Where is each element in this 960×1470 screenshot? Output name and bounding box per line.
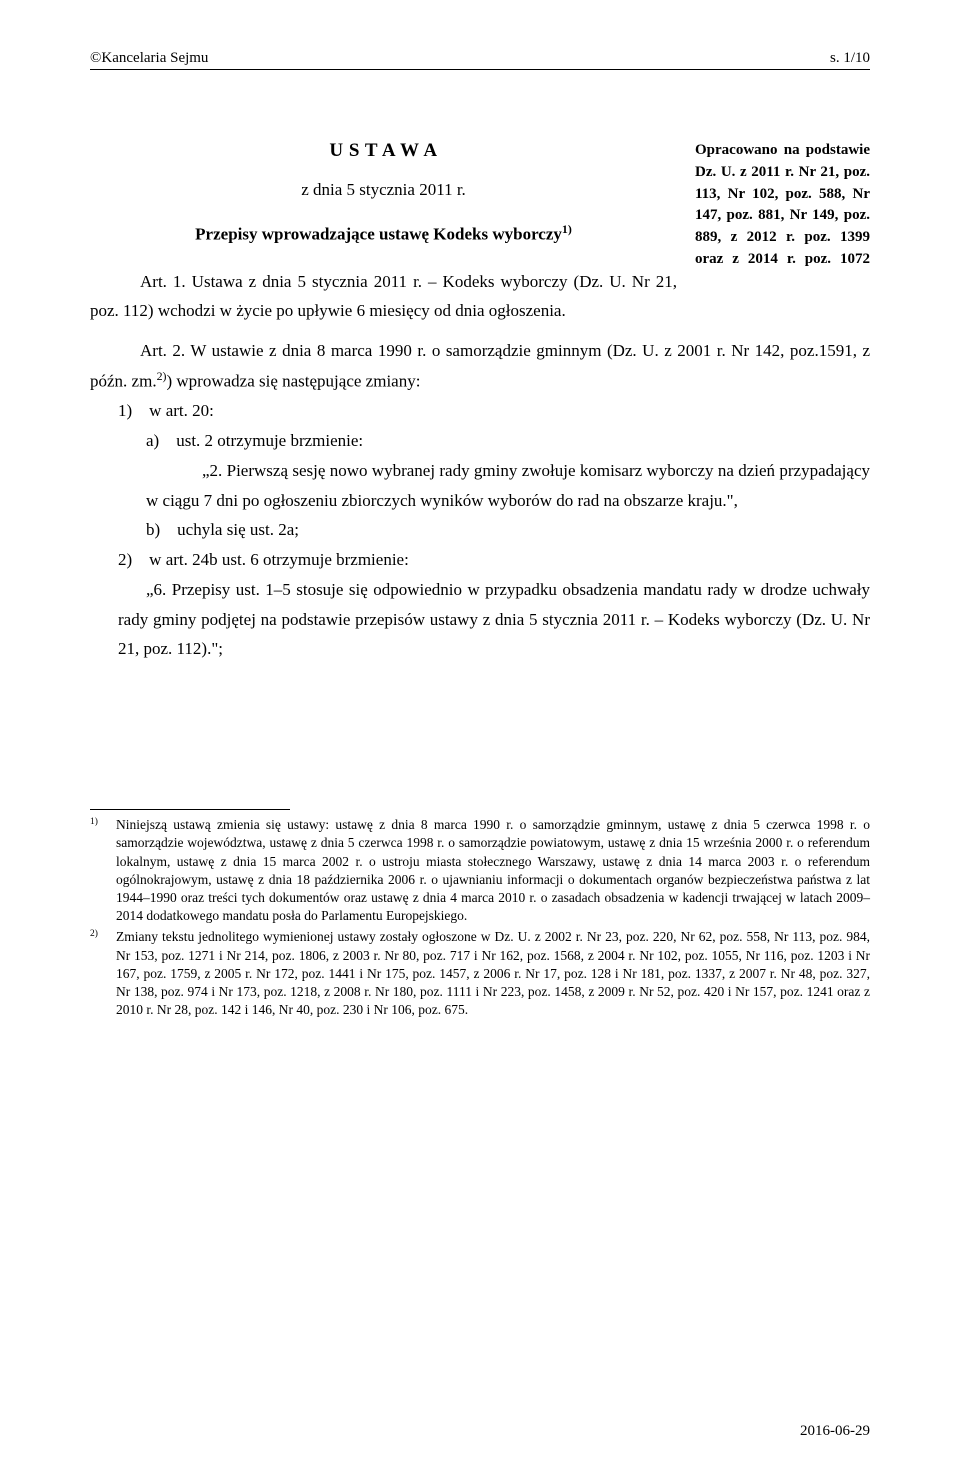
fn1-mark: 1) — [90, 817, 98, 827]
subtitle-sup: 1) — [562, 222, 572, 236]
doc-subtitle: Przepisy wprowadzające ustawę Kodeks wyb… — [90, 222, 677, 245]
subtitle-text: Przepisy wprowadzające ustawę Kodeks wyb… — [195, 225, 562, 244]
doc-date: z dnia 5 stycznia 2011 r. — [90, 180, 677, 200]
quote-1: „2. Pierwszą sesję nowo wybranej rady gm… — [90, 456, 870, 516]
main-columns: U S T A W A z dnia 5 stycznia 2011 r. Pr… — [90, 140, 870, 326]
footnote-1: 1) Niniejszą ustawą zmienia się ustawy: … — [90, 816, 870, 925]
footnote-separator — [90, 809, 290, 810]
list-1: 1) w art. 20: — [90, 396, 870, 426]
main-content: U S T A W A z dnia 5 stycznia 2011 r. Pr… — [90, 140, 677, 326]
fn1-text: Niniejszą ustawą zmienia się ustawy: ust… — [116, 816, 870, 925]
page-date: 2016-06-29 — [800, 1423, 870, 1440]
list-1a: a) ust. 2 otrzymuje brzmienie: — [90, 426, 870, 456]
sidebar-note: Opracowano na podstawie Dz. U. z 2011 r.… — [695, 140, 870, 326]
art2-sup: 2) — [157, 369, 167, 383]
list-1b: b) uchyla się ust. 2a; — [90, 515, 870, 545]
body-continuation: Art. 2. W ustawie z dnia 8 marca 1990 r.… — [90, 336, 870, 664]
header-right: s. 1/10 — [830, 50, 870, 67]
page-header: ©Kancelaria Sejmu s. 1/10 — [90, 50, 870, 70]
footnote-2: 2) Zmiany tekstu jednolitego wymienionej… — [90, 928, 870, 1019]
list-2: 2) w art. 24b ust. 6 otrzymuje brzmienie… — [90, 545, 870, 575]
header-left: ©Kancelaria Sejmu — [90, 50, 208, 67]
doc-title: U S T A W A — [90, 140, 677, 162]
article-2: Art. 2. W ustawie z dnia 8 marca 1990 r.… — [90, 336, 870, 396]
fn2-mark: 2) — [90, 929, 98, 939]
art2-post: ) wprowadza się następujące zmiany: — [166, 372, 420, 391]
quote-2: „6. Przepisy ust. 1–5 stosuje się odpowi… — [90, 575, 870, 664]
footnotes: 1) Niniejszą ustawą zmienia się ustawy: … — [90, 816, 870, 1019]
fn2-text: Zmiany tekstu jednolitego wymienionej us… — [116, 928, 870, 1019]
article-1: Art. 1. Ustawa z dnia 5 stycznia 2011 r.… — [90, 267, 677, 327]
